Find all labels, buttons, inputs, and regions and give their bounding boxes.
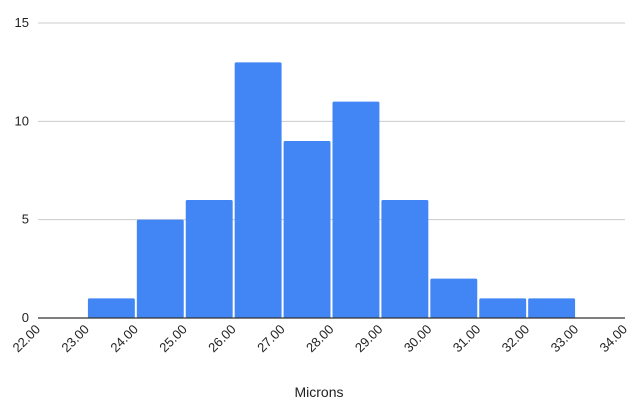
x-tick-label: 30.00 [401, 322, 435, 356]
x-tick-label: 26.00 [205, 322, 239, 356]
histogram-bar [234, 62, 282, 319]
x-tick-label: 34.00 [597, 322, 631, 356]
x-tick-label: 32.00 [499, 322, 533, 356]
gridlines [38, 22, 625, 221]
x-tick-labels: 22.00 23.00 24.00 25.00 26.00 27.00 28.00 29.00… [10, 322, 631, 356]
histogram-bar [185, 200, 233, 318]
histogram-bar [479, 298, 527, 318]
y-tick-label: 5 [22, 212, 29, 227]
y-tick-label: 15 [15, 15, 29, 30]
x-tick-label: 25.00 [156, 322, 190, 356]
histogram-bar [528, 298, 576, 318]
x-tick-label: 27.00 [254, 322, 288, 356]
histogram-bar [283, 141, 331, 318]
histogram-bar [87, 298, 135, 318]
histogram-bar [430, 278, 478, 318]
x-tick-label: 24.00 [107, 322, 141, 356]
x-tick-label: 33.00 [548, 322, 582, 356]
x-axis-title: Microns [294, 384, 343, 400]
y-tick-label: 0 [22, 310, 29, 325]
y-tick-labels: 0 5 10 15 [15, 15, 29, 325]
histogram-bar [332, 101, 380, 319]
x-tick-label: 31.00 [450, 322, 484, 356]
x-tick-label: 28.00 [303, 322, 337, 356]
y-tick-label: 10 [15, 113, 29, 128]
histogram-bar [136, 219, 184, 318]
x-tick-label: 22.00 [10, 322, 44, 356]
x-tick-label: 23.00 [58, 322, 92, 356]
x-tick-label: 29.00 [352, 322, 386, 356]
histogram-bar [381, 200, 429, 318]
bars [87, 62, 576, 319]
